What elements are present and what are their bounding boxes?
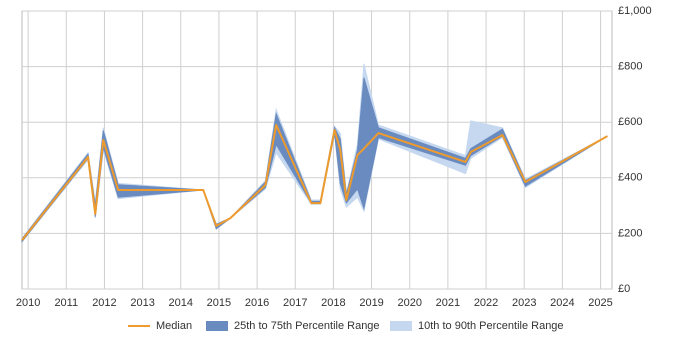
y-tick-label: £800: [618, 61, 642, 73]
band-area: [21, 77, 608, 244]
y-tick-label: £0: [618, 283, 630, 295]
x-tick-label: 2022: [474, 297, 498, 309]
x-tick-label: 2023: [512, 297, 536, 309]
y-tick-label: £200: [618, 227, 642, 239]
x-tick-label: 2021: [436, 297, 460, 309]
x-tick-label: 2012: [92, 297, 116, 309]
plot-area: [21, 10, 613, 290]
legend-label: Median: [156, 320, 192, 332]
legend-swatch: [206, 321, 228, 331]
x-tick-label: 2015: [207, 297, 231, 309]
median-line: [21, 123, 608, 241]
legend-label: 25th to 75th Percentile Range: [234, 320, 380, 332]
x-tick-label: 2024: [550, 297, 574, 309]
legend-swatch: [390, 321, 412, 331]
x-tick-label: 2018: [321, 297, 345, 309]
x-tick-label: 2016: [245, 297, 269, 309]
y-tick-label: £400: [618, 172, 642, 184]
x-tick-label: 2025: [588, 297, 612, 309]
x-tick-label: 2011: [54, 297, 78, 309]
x-tick-label: 2020: [397, 297, 421, 309]
y-tick-label: £600: [618, 116, 642, 128]
x-tick-label: 2017: [283, 297, 307, 309]
x-tick-label: 2013: [130, 297, 154, 309]
y-tick-label: £1,000: [618, 5, 652, 17]
x-tick-label: 2019: [359, 297, 383, 309]
x-tick-label: 2010: [16, 297, 40, 309]
x-tick-label: 2014: [169, 297, 193, 309]
legend-label: 10th to 90th Percentile Range: [418, 320, 564, 332]
